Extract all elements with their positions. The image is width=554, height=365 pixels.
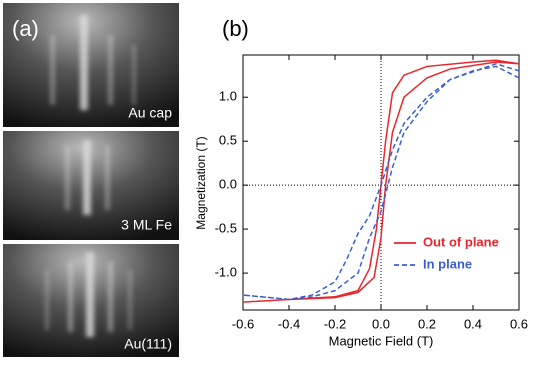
- rheed-images: (a) Au cap 3 ML Fe Au(111): [3, 3, 179, 357]
- image-caption: Au(111): [124, 336, 172, 352]
- x-tick-label: 0.0: [372, 316, 390, 331]
- streaks: [45, 15, 136, 337]
- plot-lines: [243, 59, 519, 303]
- x-tick-label: 0.4: [464, 316, 482, 331]
- data-line: [243, 63, 519, 301]
- legend-label: Out of plane: [423, 234, 499, 249]
- image-caption: 3 ML Fe: [121, 217, 172, 233]
- image-caption: Au cap: [128, 105, 172, 121]
- y-tick-label: 1.0: [219, 89, 237, 104]
- y-tick-label: 0.5: [219, 133, 237, 148]
- image-au-cap: [3, 3, 179, 127]
- data-line: [243, 59, 519, 303]
- y-axis-label: Magnetization (T): [194, 136, 208, 229]
- y-tick-label: 0.0: [219, 177, 237, 192]
- y-tick-label: -1.0: [215, 265, 237, 280]
- x-axis-label: Magnetic Field (T): [329, 333, 434, 348]
- x-tick-label: -0.2: [324, 316, 346, 331]
- legend-label: In plane: [423, 256, 472, 271]
- x-tick-label: -0.4: [278, 316, 300, 331]
- y-tick-label: -0.5: [215, 221, 237, 236]
- panel-label: (a): [12, 16, 39, 41]
- x-tick-label: -0.6: [232, 316, 254, 331]
- x-tick-label: 0.6: [510, 316, 528, 331]
- x-tick-label: 0.2: [418, 316, 436, 331]
- panel-label: (b): [222, 16, 249, 41]
